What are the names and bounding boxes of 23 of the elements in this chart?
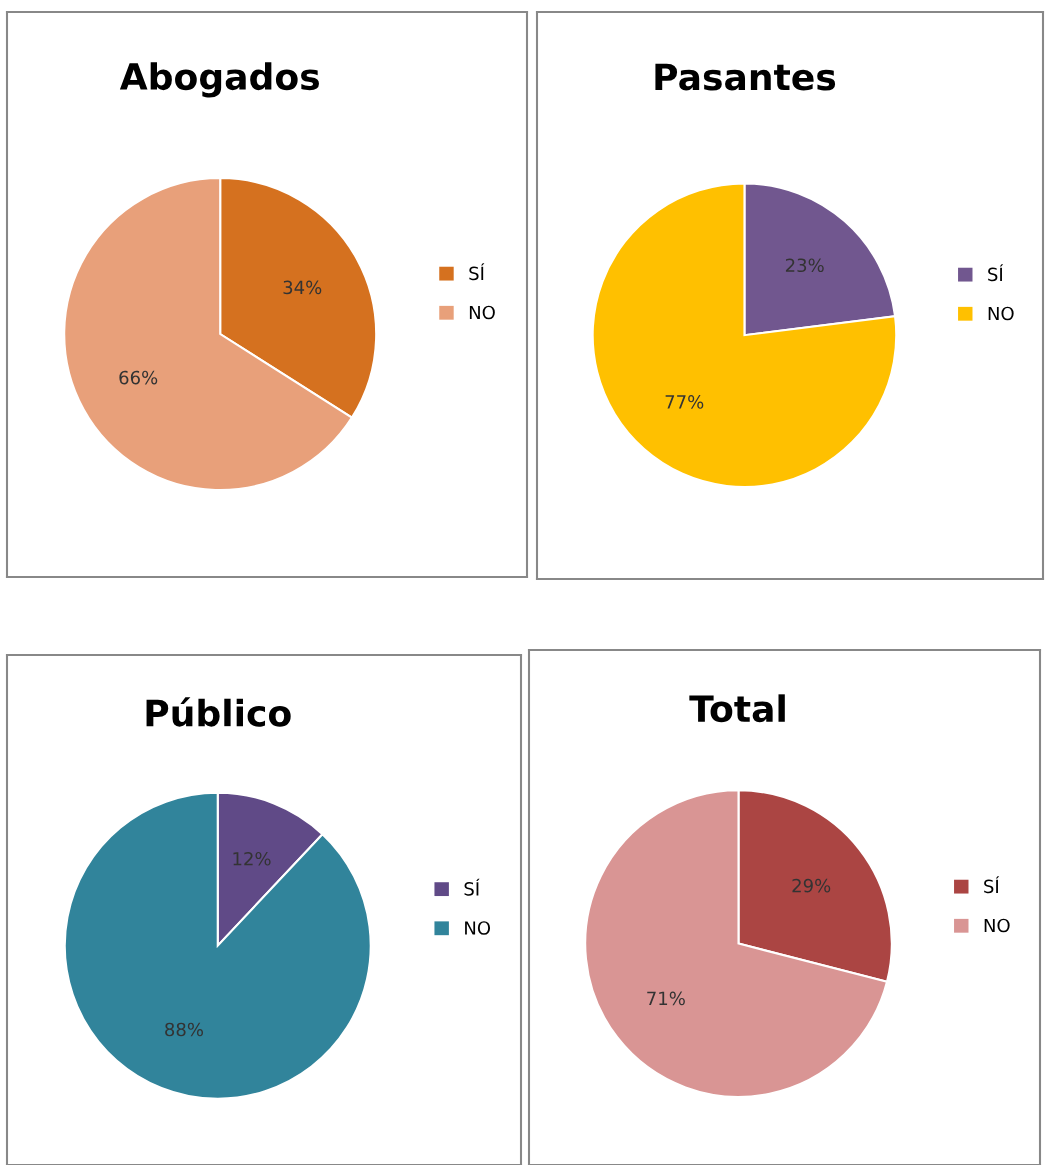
data-label: 23% [785, 258, 824, 273]
pie-slice [591, 182, 898, 489]
legend-label: SÍ [988, 264, 1004, 282]
data-label: 12% [233, 851, 271, 866]
data-label: 34% [283, 280, 322, 295]
legend-label: NO [469, 305, 495, 320]
chart-title: Total [689, 694, 785, 723]
chart-title: Abogados [119, 62, 319, 98]
data-label: 66% [119, 370, 158, 385]
legend-label: NO [984, 918, 1010, 933]
chart-title: Pasantes [655, 63, 836, 91]
data-label: 29% [792, 878, 831, 893]
legend-label: SÍ [464, 878, 480, 896]
legend-label: NO [988, 306, 1014, 321]
data-label: 88% [165, 1022, 204, 1037]
legend-label: SÍ [469, 263, 485, 281]
legend-label: SÍ [984, 876, 1000, 894]
data-label: 71% [647, 991, 685, 1006]
pie-slice [584, 789, 889, 1098]
data-label: 77% [665, 395, 704, 409]
legend-label: NO [465, 921, 491, 935]
chart-title: Público [146, 697, 291, 727]
pie-slice [63, 791, 372, 1100]
